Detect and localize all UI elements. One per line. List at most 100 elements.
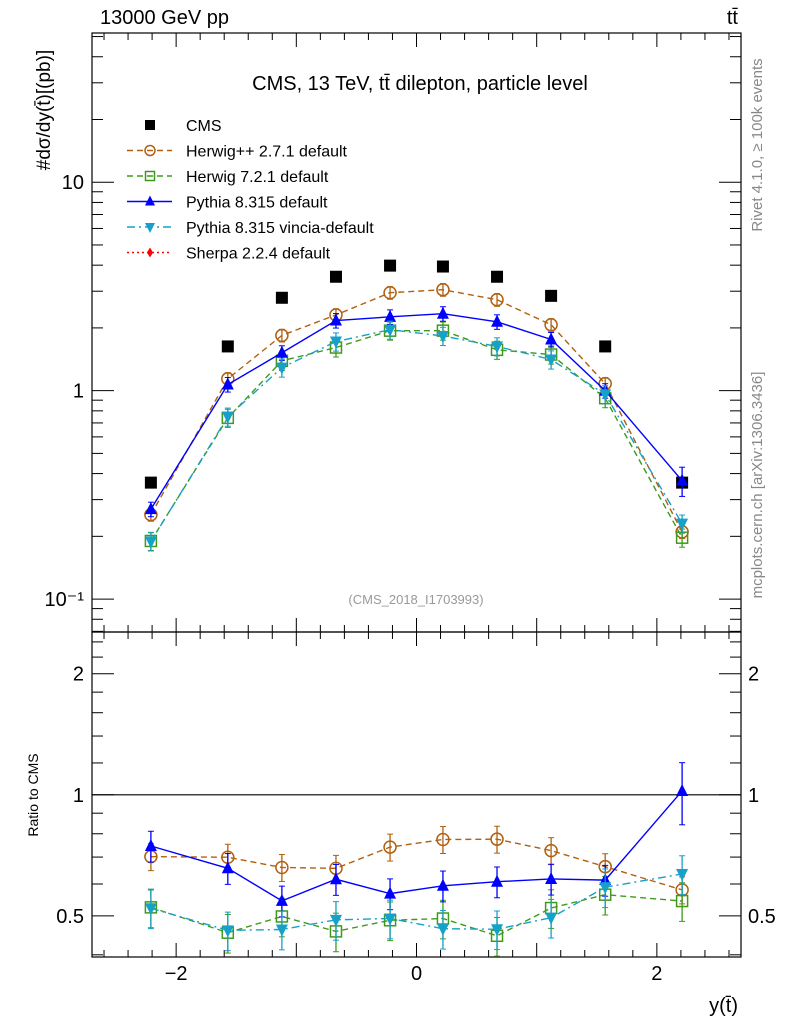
ratio-tick-label: 2 [73, 664, 84, 686]
data-point [545, 289, 558, 302]
ratio-axis-label: Ratio to CMS [25, 753, 41, 836]
data-point [491, 874, 504, 887]
data-point [491, 270, 504, 283]
series-line [150, 329, 683, 542]
series-pythia-8-315-default [144, 762, 689, 918]
data-point [145, 120, 155, 130]
data-point [329, 313, 342, 326]
data-point [544, 318, 558, 332]
data-point [329, 914, 342, 927]
series-herwig-2-7-1-default [144, 282, 689, 539]
data-point [144, 903, 157, 916]
data-point [221, 411, 234, 424]
y-tick-label: 10 [62, 172, 84, 194]
data-point [275, 893, 288, 906]
data-point [675, 894, 689, 908]
data-point [545, 912, 558, 925]
data-point [545, 332, 558, 345]
rivet-label: Rivet 4.1.0, ≥ 100k events [749, 58, 766, 231]
y-tick-label: 1 [73, 381, 84, 403]
legend-label: Pythia 8.315 default [186, 195, 328, 212]
series-line [150, 329, 683, 542]
chart-title: CMS, 13 TeV, tt̄ dilepton, particle leve… [252, 73, 588, 95]
legend-item: Herwig++ 2.7.1 default [127, 144, 348, 161]
legend-item: Sherpa 2.2.4 default [127, 246, 331, 263]
data-point [490, 292, 504, 307]
data-point [145, 223, 155, 233]
data-point [599, 340, 612, 353]
series-line [150, 312, 683, 510]
data-point [491, 314, 504, 327]
x-tick-label: 2 [651, 963, 662, 985]
data-point [676, 473, 689, 486]
data-point [491, 924, 504, 937]
data-point [383, 285, 397, 300]
data-point [436, 878, 449, 891]
legend-item: Pythia 8.315 default [127, 195, 328, 212]
data-point [275, 328, 289, 343]
data-point [144, 838, 157, 851]
data-point [144, 144, 156, 157]
data-point [147, 247, 153, 258]
ratio-tick-label: 0.5 [56, 906, 84, 928]
data-point [275, 362, 288, 375]
data-point [329, 872, 342, 885]
legend-label: Sherpa 2.2.4 default [186, 246, 331, 263]
data-point [436, 330, 449, 343]
data-point [599, 389, 612, 402]
series-line [150, 289, 683, 533]
ratio-tick-label-right: 2 [748, 664, 759, 686]
series-line [150, 838, 683, 891]
y-axis-label: #dσ/dy(t̄)[(pb)] [34, 50, 55, 171]
legend: CMS Herwig++ 2.7.1 default Herwig 7.2.1 de… [127, 118, 374, 263]
beam-label: 13000 GeV pp [100, 7, 229, 29]
data-point [221, 861, 234, 874]
series-pythia-8-315-vincia-default [144, 855, 689, 952]
data-point [676, 783, 689, 796]
data-point [599, 882, 612, 895]
series-line [150, 893, 683, 937]
data-point [144, 536, 157, 549]
ratio-tick-label: 1 [73, 785, 84, 807]
x-axis-label: y(t̄) [709, 995, 738, 1017]
data-point [384, 309, 397, 322]
data-point [436, 260, 449, 273]
data-point [545, 354, 558, 367]
series-line [150, 790, 683, 902]
data-point [145, 195, 155, 206]
data-point [676, 518, 689, 531]
y-tick-label: 10⁻¹ [45, 589, 85, 611]
series-line [150, 873, 683, 932]
data-point [544, 843, 558, 858]
mcplots-label: mcplots.cern.ch [arXiv:1306.3436] [749, 372, 766, 599]
series-cms [144, 259, 689, 489]
data-point [384, 886, 397, 899]
x-tick-label: 0 [411, 963, 422, 985]
data-point [436, 282, 450, 297]
data-point [275, 291, 288, 304]
series-pythia-8-315-default [144, 306, 689, 518]
data-point [221, 377, 234, 390]
data-point [490, 832, 504, 846]
ratio-tick-label-right: 1 [748, 785, 759, 807]
legend-item: Pythia 8.315 vincia-default [127, 220, 374, 237]
data-point [676, 868, 689, 881]
legend-label: Pythia 8.315 vincia-default [186, 220, 374, 237]
data-point [491, 341, 504, 354]
data-point [384, 324, 397, 337]
legend-item: Herwig 7.2.1 default [127, 169, 329, 186]
data-point [221, 340, 234, 353]
series-herwig-7-2-1-default [144, 321, 689, 552]
ratio-tick-label-right: 0.5 [748, 906, 776, 928]
data-point [144, 476, 157, 489]
data-point [144, 502, 157, 515]
analysis-id: (CMS_2018_I1703993) [348, 592, 483, 607]
process-label: tt̄ [727, 7, 739, 29]
data-point [329, 336, 342, 349]
data-point [436, 306, 449, 319]
data-point [383, 840, 397, 854]
data-point [144, 170, 156, 182]
legend-label: Herwig++ 2.7.1 default [186, 144, 348, 161]
legend-label: Herwig 7.2.1 default [186, 169, 329, 186]
